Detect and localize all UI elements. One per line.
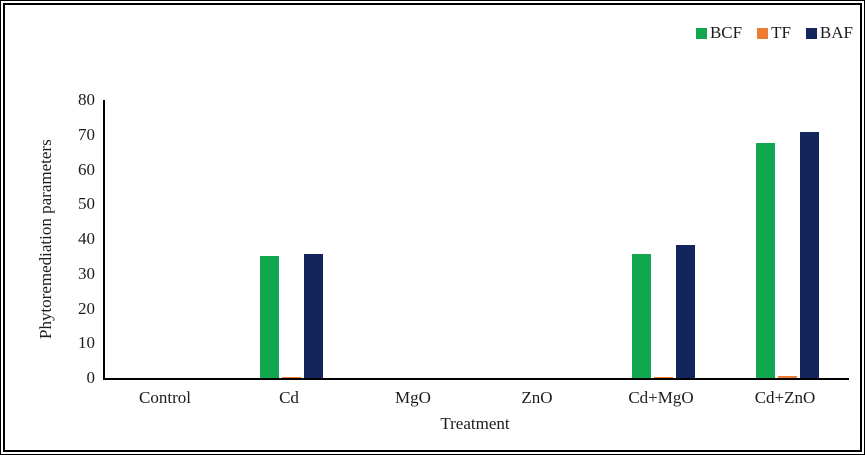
legend-label-baf: BAF [819,23,853,42]
x-axis-category-labels: Control Cd MgO ZnO Cd+MgO Cd+ZnO [103,388,847,408]
chart-legend: BCF TF BAF [695,23,853,43]
bar-group-cd [229,100,353,378]
y-tick-label-10: 10 [78,333,95,353]
y-tick-label-60: 60 [78,159,95,179]
x-category-label-zno: ZnO [521,388,553,407]
bar-group-cd-zno [725,100,849,378]
legend-label-bcf: BCF [709,23,743,42]
bar-group-mgo [353,100,477,378]
y-tick-label-50: 50 [78,194,95,214]
legend-swatch-baf-icon [805,27,817,39]
y-tick-label-20: 20 [78,298,95,318]
bar-group-zno [477,100,601,378]
bar-tf-cd [281,376,301,378]
bar-baf-cd-mgo [675,245,695,378]
legend-item-baf: BAF [805,23,853,43]
bar-group-control [105,100,229,378]
legend-item-bcf: BCF [695,23,743,43]
plot-area [103,100,849,380]
bar-bcf-cd-mgo [631,253,651,378]
bar-bcf-cd-zno [755,143,775,378]
x-category-label-control: Control [139,388,191,407]
y-tick-label-80: 80 [78,90,95,109]
legend-item-tf: TF [757,23,791,43]
legend-label-tf: TF [771,23,791,42]
bar-group-cd-mgo [601,100,725,378]
bar-bcf-cd [259,256,279,378]
x-category-label-cd-mgo: Cd+MgO [628,388,694,407]
y-tick-label-70: 70 [78,124,95,144]
x-category-label-cd: Cd [279,388,299,407]
x-category-label-mgo: MgO [395,388,431,407]
x-category-label-cd-zno: Cd+ZnO [754,388,816,407]
y-tick-label-40: 40 [78,229,95,248]
bar-tf-cd-mgo [653,376,673,378]
legend-swatch-bcf-icon [695,27,707,39]
bar-baf-cd [303,254,323,378]
y-tick-label-0: 0 [86,368,96,387]
bar-tf-cd-zno [777,376,797,378]
x-axis-title: Treatment [440,414,510,433]
bar-baf-cd-zno [799,131,819,378]
legend-swatch-tf-icon [757,27,769,39]
y-tick-label-30: 30 [78,263,95,283]
